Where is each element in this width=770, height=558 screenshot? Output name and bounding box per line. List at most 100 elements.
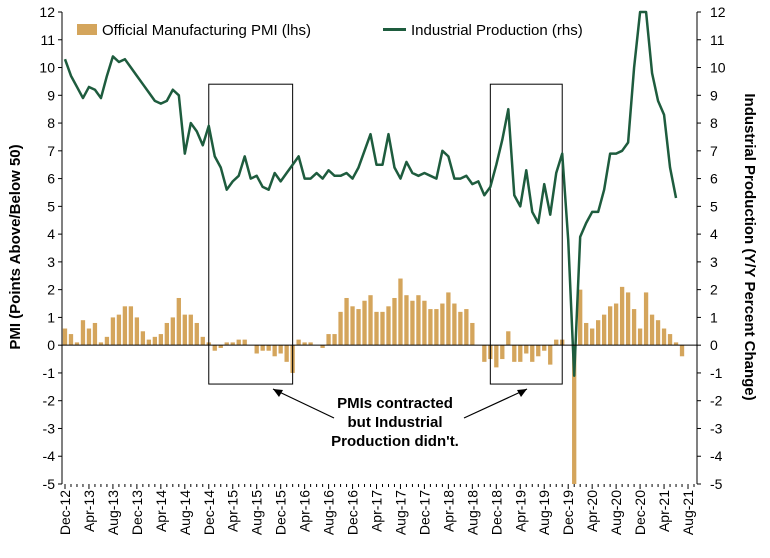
pmi-bar	[542, 345, 547, 351]
pmi-bar	[68, 334, 74, 346]
industrial-production-line	[63, 10, 678, 377]
left-tick-label: 6	[47, 171, 55, 187]
pmi-bar	[506, 331, 511, 346]
pmi-bar	[655, 320, 661, 346]
pmi-bar	[356, 309, 361, 346]
highlight-boxes	[208, 83, 563, 385]
pmi-bar	[326, 334, 331, 346]
left-tick-label: -3	[43, 420, 56, 436]
legend: Official Manufacturing PMI (lhs) Industr…	[77, 22, 583, 39]
pmi-bar	[530, 345, 535, 362]
x-tick-label: Aug-13	[105, 490, 121, 535]
pmi-bar	[374, 311, 379, 346]
pmi-bar	[649, 314, 655, 346]
pmi-bar	[80, 320, 86, 346]
left-tick-label: -5	[43, 476, 56, 492]
x-tick-label: Apr-16	[297, 490, 313, 532]
pmi-bar	[625, 292, 631, 346]
pmi-bar	[86, 328, 92, 346]
pmi-bar	[344, 297, 349, 346]
x-tick-label: Apr-15	[225, 490, 241, 532]
x-tick-label: Apr-21	[656, 490, 672, 532]
pmi-bar	[554, 339, 559, 346]
left-tick-label: 3	[47, 254, 55, 270]
pmi-bar	[146, 339, 152, 346]
left-tick-label: -1	[43, 365, 56, 381]
pmi-bar	[122, 306, 128, 346]
pmi-bar	[452, 303, 457, 346]
annotation-line-3: Production didn't.	[331, 433, 459, 450]
x-tick-label: Dec-18	[488, 490, 504, 535]
left-tick-label: 5	[47, 198, 55, 214]
right-tick-label: 0	[710, 337, 718, 353]
pmi-bar	[308, 342, 313, 346]
pmi-bar	[362, 300, 367, 346]
pmi-bar	[194, 322, 199, 346]
annotation-line-2: but Industrial	[348, 414, 443, 431]
pmi-bar	[278, 345, 283, 354]
pmi-bar	[458, 311, 463, 346]
pmi-bar	[464, 309, 469, 346]
pmi-bar	[440, 303, 445, 346]
x-tick-label: Dec-14	[201, 490, 217, 535]
annotation-line-1: PMIs contracted	[337, 395, 453, 412]
right-tick-label: 8	[710, 115, 718, 131]
right-tick-label: -3	[710, 420, 723, 436]
right-tick-label: 3	[710, 254, 718, 270]
pmi-bar	[236, 339, 241, 346]
left-tick-label: -2	[43, 393, 56, 409]
pmi-bar	[679, 345, 685, 357]
pmi-bar	[104, 336, 110, 346]
legend-label-industrial-production: Industrial Production (rhs)	[411, 22, 583, 39]
right-tick-label: 1	[710, 309, 718, 325]
pmi-bar	[140, 331, 146, 346]
pmi-bar	[578, 289, 583, 346]
pmi-bar	[386, 306, 391, 346]
pmi-bar	[584, 322, 589, 346]
annotation-arrowhead-right	[517, 389, 527, 397]
pmi-bar	[134, 317, 140, 346]
pmi-bar	[128, 306, 134, 346]
left-tick-label: 2	[47, 282, 55, 298]
pmi-bar	[596, 320, 601, 346]
pmi-bar	[332, 334, 337, 346]
left-tick-label: 0	[47, 337, 55, 353]
pmi-bar	[548, 345, 553, 365]
pmi-bar	[176, 297, 181, 346]
annotation-arrowhead-left	[273, 389, 283, 397]
pmi-bar	[320, 345, 325, 348]
highlight-box	[208, 83, 294, 385]
pmi-bar	[182, 314, 187, 346]
annotation: PMIs contracted but Industrial Productio…	[272, 388, 528, 450]
right-tick-label: 4	[710, 226, 718, 242]
pmi-bar	[224, 342, 229, 346]
x-tick-label: Dec-19	[560, 490, 576, 535]
x-tick-label: Dec-12	[57, 490, 73, 535]
pmi-bar	[302, 342, 307, 346]
pmi-bar	[74, 342, 80, 346]
x-tick-label: Apr-14	[153, 490, 169, 532]
x-tick-label: Apr-18	[440, 490, 456, 532]
pmi-bar	[572, 345, 577, 484]
right-tick-label: 9	[710, 87, 718, 103]
pmi-bar	[218, 345, 223, 348]
pmi-bar	[212, 345, 217, 351]
pmi-bar	[524, 345, 529, 354]
pmi-bar	[500, 345, 505, 360]
pmi-bar	[422, 300, 427, 346]
pmi-bar	[242, 339, 247, 346]
pmi-bars	[62, 278, 685, 484]
x-tick-label: Aug-21	[680, 490, 696, 535]
x-tick-label: Apr-13	[81, 490, 97, 532]
left-tick-label: 8	[47, 115, 55, 131]
pmi-bar	[607, 306, 613, 346]
pmi-bar	[667, 334, 673, 346]
pmi-bar	[661, 328, 667, 346]
right-tick-label: -1	[710, 365, 723, 381]
pmi-bar	[637, 328, 643, 346]
right-tick-label: 2	[710, 282, 718, 298]
right-tick-label: -4	[710, 448, 723, 464]
pmi-bar	[536, 345, 541, 357]
